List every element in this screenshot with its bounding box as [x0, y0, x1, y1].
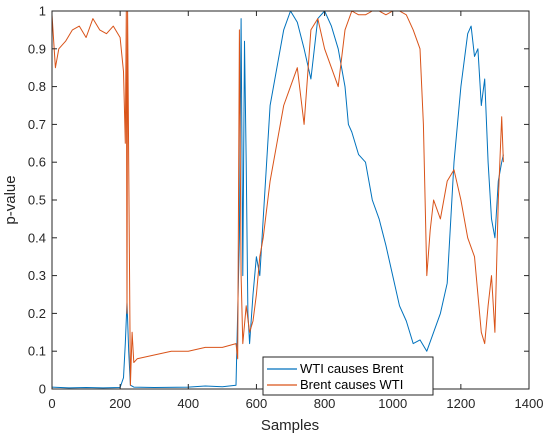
- x-tick-label: 200: [109, 396, 131, 411]
- x-axis-ticks: 0 200 400 600 800 1000 1200 1400: [48, 11, 543, 411]
- y-tick-label: 0.5: [28, 193, 46, 208]
- series-layer: [51, 10, 504, 389]
- y-tick-label: 0.1: [28, 344, 46, 359]
- y-tick-label: 0.7: [28, 117, 46, 132]
- legend: WTI causes Brent Brent causes WTI: [262, 356, 434, 396]
- y-tick-label: 0.2: [28, 306, 46, 321]
- x-axis-title: Samples: [261, 417, 319, 434]
- y-tick-label: 0.4: [28, 230, 46, 245]
- y-tick-label: 0.8: [28, 79, 46, 94]
- x-tick-label: 1000: [378, 396, 407, 411]
- y-tick-label: 0: [39, 382, 46, 397]
- legend-label-brent-causes-wti: Brent causes WTI: [300, 377, 403, 392]
- y-tick-label: 1: [39, 4, 46, 19]
- legend-box: [262, 356, 434, 396]
- y-tick-label: 0.6: [28, 155, 46, 170]
- y-axis-title: p-value: [2, 175, 19, 224]
- y-tick-label: 0.9: [28, 41, 46, 56]
- x-tick-label: 600: [246, 396, 268, 411]
- y-axis-ticks: 0 0.1 0.2 0.3 0.4 0.5 0.6 0.7 0.8 0.9 1: [28, 4, 529, 397]
- x-tick-label: 0: [48, 396, 55, 411]
- plot-area: [52, 11, 529, 389]
- legend-label-wti-causes-brent: WTI causes Brent: [300, 361, 404, 376]
- x-tick-label: 800: [314, 396, 336, 411]
- y-tick-label: 0.3: [28, 268, 46, 283]
- x-tick-label: 1200: [446, 396, 475, 411]
- series-line-brent-causes-wti: [51, 10, 504, 386]
- x-tick-label: 400: [177, 396, 199, 411]
- x-tick-label: 1400: [515, 396, 544, 411]
